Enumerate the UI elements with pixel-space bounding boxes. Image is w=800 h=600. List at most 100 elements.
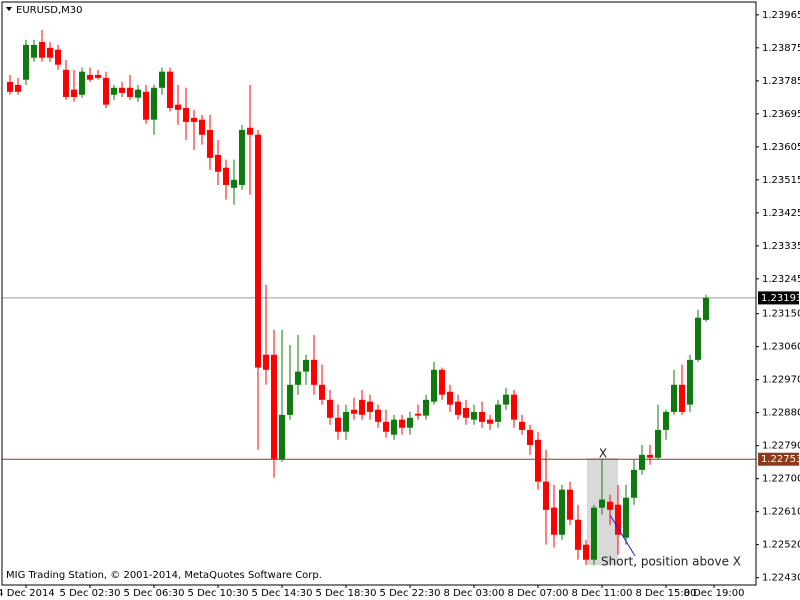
y-tick-label: 1.23150 <box>762 309 800 320</box>
candle-body <box>247 127 253 135</box>
candle-body <box>111 87 117 95</box>
candle-body <box>231 179 237 188</box>
candle-body <box>63 69 69 97</box>
candle-body <box>87 74 93 80</box>
candle-body <box>487 419 493 424</box>
plot-frame <box>1 1 757 586</box>
candle-body <box>583 544 589 560</box>
candle-body <box>127 87 133 97</box>
candle-body <box>303 359 309 372</box>
candle-body <box>599 499 605 508</box>
price-label: 1.23193 <box>761 293 800 304</box>
candle-body <box>23 44 29 80</box>
y-tick-label: 1.22610 <box>762 507 800 518</box>
x-tick-label: 8 Dec 03:00 <box>444 588 505 599</box>
candle-body <box>71 89 77 97</box>
candle-body <box>271 354 277 460</box>
candle-body <box>79 71 85 95</box>
candle-body <box>215 154 221 172</box>
candle-body <box>407 417 413 428</box>
price-label-box <box>758 452 799 466</box>
candle-body <box>567 489 573 520</box>
candle-body <box>151 87 157 120</box>
candle-body <box>559 489 565 535</box>
candle-body <box>687 359 693 405</box>
candle-body <box>15 84 21 92</box>
y-tick-label: 1.22790 <box>762 441 800 452</box>
candle-body <box>319 384 325 400</box>
candle-body <box>423 399 429 416</box>
candle-body <box>575 519 581 550</box>
candle-body <box>183 107 189 122</box>
x-tick-label: 5 Dec 10:30 <box>188 588 249 599</box>
candle-body <box>679 384 685 412</box>
y-tick-label: 1.23425 <box>762 208 800 219</box>
chart-title: EURUSD,M30 <box>16 5 82 16</box>
candle-body <box>495 404 501 422</box>
candles <box>7 29 709 565</box>
x-tick-label: 8 Dec 19:00 <box>684 588 745 599</box>
x-tick-label: 5 Dec 02:30 <box>60 588 121 599</box>
candle-body <box>223 167 229 185</box>
candle-body <box>295 371 301 385</box>
candle-body <box>143 91 149 120</box>
axes: 1.23965 1.23875 1.23785 1.23695 1.23605 1.235… <box>0 10 800 599</box>
candle-body <box>527 429 533 445</box>
y-tick-label: 1.22430 <box>762 573 800 584</box>
x-tick-label: 5 Dec 22:30 <box>380 588 441 599</box>
y-tick-label: 1.23060 <box>762 342 800 353</box>
candle-body <box>191 117 197 122</box>
candle-body <box>375 409 381 422</box>
candle-body <box>39 41 45 58</box>
candle-body <box>551 507 557 535</box>
y-tick-label: 1.23515 <box>762 175 800 186</box>
x-tick-label: 8 Dec 07:00 <box>508 588 569 599</box>
candle-body <box>199 119 205 135</box>
candle-body <box>287 384 293 415</box>
candle-body <box>167 71 173 108</box>
candle-body <box>647 454 653 458</box>
footer: MIG Trading Station, © 2001-2014, MetaQu… <box>6 570 322 581</box>
candle-body <box>463 407 469 418</box>
candle-body <box>367 401 373 412</box>
y-tick-label: 1.23875 <box>762 43 800 54</box>
candle-body <box>471 411 477 420</box>
candle-body <box>279 414 285 460</box>
candle-body <box>639 454 645 470</box>
candle-body <box>239 129 245 185</box>
y-tick-label: 1.23245 <box>762 274 800 285</box>
candle-body <box>671 384 677 412</box>
x-tick-label: 4 Dec 2014 <box>0 588 55 599</box>
candle-body <box>543 481 549 510</box>
candle-body <box>591 507 597 560</box>
x-tick-label: 5 Dec 06:30 <box>124 588 185 599</box>
candle-body <box>31 44 37 58</box>
candle-body <box>391 419 397 435</box>
candle-body <box>663 411 669 430</box>
y-tick-label: 1.23785 <box>762 76 800 87</box>
candle-body <box>55 49 61 65</box>
candle-body <box>383 421 389 432</box>
annotation-marker: X <box>599 447 607 461</box>
candle-body <box>703 297 709 320</box>
x-tick-label: 5 Dec 14:30 <box>252 588 313 599</box>
candle-body <box>511 394 517 420</box>
candle-body <box>95 74 101 78</box>
candle-body <box>359 399 365 415</box>
y-tick-label: 1.22700 <box>762 474 800 485</box>
annotation-text: Short, position above X <box>601 555 741 569</box>
candle-body <box>47 47 53 58</box>
candle-body <box>103 77 109 105</box>
candle-body <box>255 134 261 368</box>
y-tick-label: 1.23965 <box>762 10 800 21</box>
candle-body <box>159 71 165 88</box>
candle-body <box>631 469 637 498</box>
candle-body <box>263 354 269 370</box>
candle-body <box>615 504 621 535</box>
x-tick-label: 8 Dec 15:00 <box>636 588 697 599</box>
price-label: 1.22753 <box>761 454 800 465</box>
candle-body <box>431 369 437 402</box>
candle-body <box>535 439 541 482</box>
candle-body <box>439 369 445 395</box>
